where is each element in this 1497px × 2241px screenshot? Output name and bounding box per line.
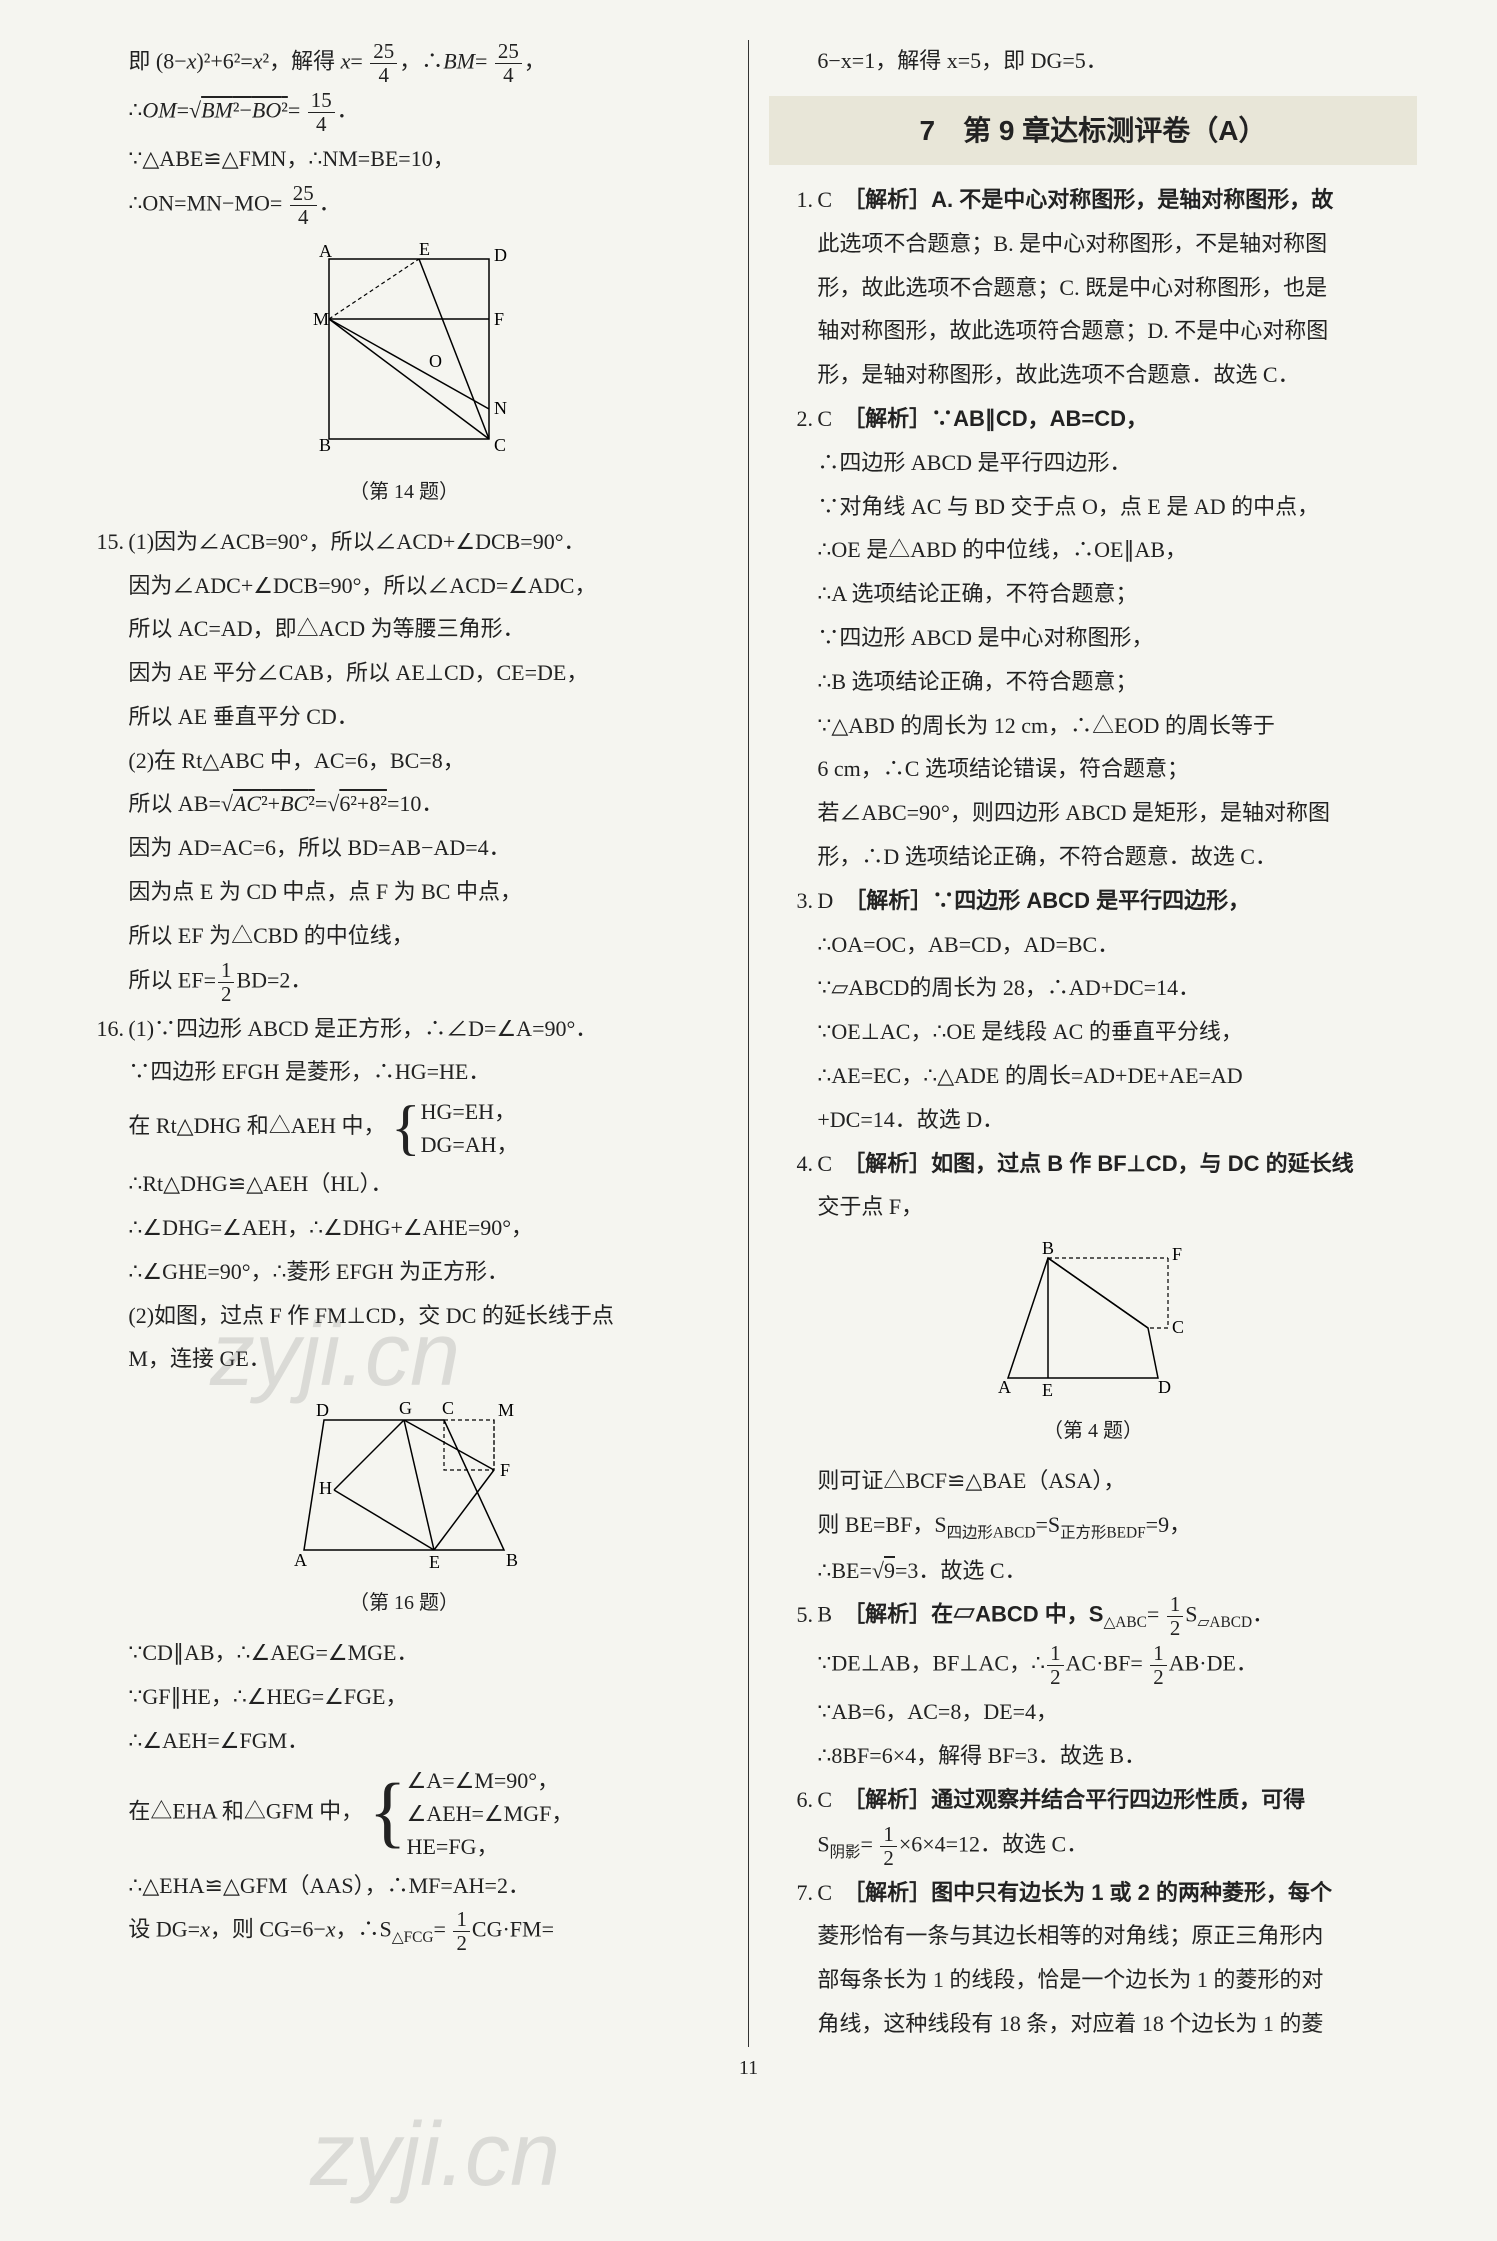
q16-p7: (2)如图，过点 F 作 FM⊥CD，交 DC 的延长线于点 [80,1295,728,1337]
intro-line1: 即 (8−x)²+6²=x²，解得 x= 254，∴BM= 254， [80,40,728,87]
q16-p11: ∴∠AEH=∠FGM． [80,1720,728,1762]
q16-p4: ∴Rt△DHG≌△AEH（HL）． [80,1163,728,1205]
q16-p6: ∴∠GHE=90°，∴菱形 EFGH 为正方形． [80,1251,728,1293]
svg-text:D: D [316,1400,329,1420]
fig14-O: O [429,351,442,371]
q15-p6: (2)在 Rt△ABC 中，AC=6，BC=8， [80,740,728,782]
q16-p2: ∵四边形 EFGH 是菱形，∴HG=HE． [80,1051,728,1093]
svg-text:A: A [294,1550,307,1570]
fig14-C: C [494,435,506,455]
svg-text:D: D [1158,1377,1171,1397]
q4-l1: 4.C ［解析］如图，过点 B 作 BF⊥CD，与 DC 的延长线 [769,1143,1417,1185]
q15-p4: 因为 AE 平分∠CAB，所以 AE⊥CD，CE=DE， [80,652,728,694]
section-title: 7 第 9 章达标测评卷（A） [769,96,1417,165]
fig16-caption: （第 16 题） [80,1584,728,1622]
q16-p9: ∵CD∥AB，∴∠AEG=∠MGE． [80,1632,728,1674]
svg-text:B: B [506,1550,518,1570]
fig4-caption: （第 4 题） [769,1412,1417,1450]
svg-text:B: B [1042,1238,1054,1258]
fig14-F: F [494,309,504,329]
q1-l3: 形，故此选项不合题意；C. 既是中心对称图形，也是 [769,267,1417,309]
q16-p13: ∴△EHA≌△GFM（AAS），∴MF=AH=2． [80,1865,728,1907]
right-column: 6−x=1，解得 x=5，即 DG=5． 7 第 9 章达标测评卷（A） 1.C… [749,40,1437,2047]
svg-text:F: F [500,1460,510,1480]
fig14-A: A [319,241,332,261]
q16-p3: 在 Rt△DHG 和△AEH 中， {HG=EH，DG=AH， [80,1095,728,1161]
q15-p7: 所以 AB=√AC²+BC²=√6²+8²=10． [80,783,728,825]
q1-l1: 1.C ［解析］A. 不是中心对称图形，是轴对称图形，故 [769,179,1417,221]
q15-p1: 15.(1)因为∠ACB=90°，所以∠ACD+∠DCB=90°． [80,521,728,563]
q15-p9: 因为点 E 为 CD 中点，点 F 为 BC 中点， [80,871,728,913]
fig14-N: N [494,398,507,418]
q1-l5: 形，是轴对称图形，故此选项不合题意．故选 C． [769,354,1417,396]
q1-l2: 此选项不合题意；B. 是中心对称图形，不是轴对称图 [769,223,1417,265]
q16-p10: ∵GF∥HE，∴∠HEG=∠FGE， [80,1676,728,1718]
intro-line2: ∴OM=√BM²−BO²= 154． [80,89,728,136]
q15-p8: 因为 AD=AC=6，所以 BD=AB−AD=4． [80,827,728,869]
intro-line3: ∵△ABE≌△FMN，∴NM=BE=10， [80,138,728,180]
q1-l4: 轴对称图形，故此选项符合题意；D. 不是中心对称图 [769,310,1417,352]
intro-line4: ∴ON=MN−MO= 254． [80,182,728,229]
q3-l1: 3.D ［解析］∵四边形 ABCD 是平行四边形， [769,880,1417,922]
q15-p10: 所以 EF 为△CBD 的中位线， [80,915,728,957]
q16-p14: 设 DG=x，则 CG=6−x，∴S△FCG= 12CG·FM= [80,1908,728,1955]
left-column: 即 (8−x)²+6²=x²，解得 x= 254，∴BM= 254， ∴OM=√… [60,40,749,2047]
watermark-2: zyji.cn [310,2070,560,2241]
svg-text:C: C [442,1398,454,1418]
fig14-B: B [319,435,331,455]
svg-text:E: E [1042,1380,1053,1400]
svg-text:F: F [1172,1244,1182,1264]
q15-p11: 所以 EF=12BD=2． [80,959,728,1006]
fig14-E: E [419,239,430,259]
page: zyji.cn zyji.cn 即 (8−x)²+6²=x²，解得 x= 254… [60,40,1437,2047]
svg-text:G: G [399,1398,412,1418]
figure-16: D G C M F H A E B （第 16 题） [80,1390,728,1622]
q7-l1: 7.C ［解析］图中只有边长为 1 或 2 的两种菱形，每个 [769,1872,1417,1914]
q5-l1: 5.B ［解析］在▱ABCD 中，S△ABC= 12S▱ABCD． [769,1593,1417,1640]
q16-p8: M，连接 GE． [80,1338,728,1380]
q15-p3: 所以 AC=AD，即△ACD 为等腰三角形． [80,608,728,650]
svg-text:A: A [998,1377,1011,1397]
page-number: 11 [739,2049,758,2087]
figure-14: A E D M F O N B C （第 14 题） [80,239,728,511]
q16-p5: ∴∠DHG=∠AEH，∴∠DHG+∠AHE=90°， [80,1207,728,1249]
svg-text:H: H [319,1478,332,1498]
svg-text:C: C [1172,1317,1184,1337]
q15-p5: 所以 AE 垂直平分 CD． [80,696,728,738]
q2-l1: 2.C ［解析］∵AB∥CD，AB=CD， [769,398,1417,440]
q6-l1: 6.C ［解析］通过观察并结合平行四边形性质，可得 [769,1779,1417,1821]
r-cont: 6−x=1，解得 x=5，即 DG=5． [769,40,1417,82]
fig14-D: D [494,245,507,265]
svg-text:M: M [498,1400,514,1420]
figure-4: B F C A E D （第 4 题） [769,1238,1417,1450]
svg-text:E: E [429,1552,440,1572]
q16-p1: 16.(1)∵四边形 ABCD 是正方形，∴∠D=∠A=90°． [80,1008,728,1050]
fig14-caption: （第 14 题） [80,473,728,511]
q16-p12: 在△EHA 和△GFM 中， {∠A=∠M=90°，∠AEH=∠MGF，HE=F… [80,1764,728,1863]
fig14-M: M [313,309,329,329]
q15-p2: 因为∠ADC+∠DCB=90°，所以∠ACD=∠ADC， [80,565,728,607]
